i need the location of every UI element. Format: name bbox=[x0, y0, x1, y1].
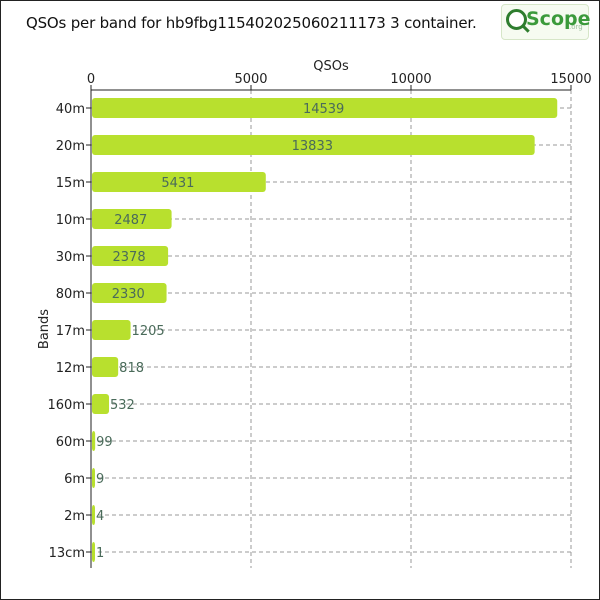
y-tick-label: 15m bbox=[56, 176, 85, 191]
bar bbox=[92, 135, 535, 155]
bar-value-label: 2487 bbox=[114, 213, 147, 228]
y-tick-label: 160m bbox=[48, 398, 85, 413]
x-tick-label: 10000 bbox=[390, 72, 431, 87]
bar bbox=[92, 431, 96, 451]
qscope-logo: Scope .org bbox=[501, 4, 591, 40]
bar bbox=[92, 505, 95, 525]
x-tick-label: 0 bbox=[87, 72, 95, 87]
logo-tld: .org bbox=[569, 23, 583, 31]
y-tick-label: 10m bbox=[56, 213, 85, 228]
bar bbox=[92, 172, 266, 192]
y-tick-label: 2m bbox=[64, 509, 85, 524]
y-tick-label: 60m bbox=[56, 435, 85, 450]
y-tick-label: 13cm bbox=[49, 546, 85, 561]
bar-value-label: 13833 bbox=[292, 139, 333, 154]
y-axis-label: Bands bbox=[37, 309, 52, 349]
y-tick-label: 6m bbox=[64, 472, 85, 487]
bar-value-label: 4 bbox=[96, 509, 104, 524]
chart-title: QSOs per band for hb9fbg1154020250602111… bbox=[26, 14, 477, 32]
bar-value-label: 2378 bbox=[113, 250, 146, 265]
bar-value-label: 2330 bbox=[112, 287, 145, 302]
bar bbox=[92, 98, 558, 118]
bar bbox=[92, 246, 169, 266]
y-tick-label: 12m bbox=[56, 361, 85, 376]
bar-value-label: 1205 bbox=[132, 324, 165, 339]
bar-value-label: 1 bbox=[96, 546, 104, 561]
bar-value-label: 5431 bbox=[161, 176, 194, 191]
bar bbox=[92, 542, 95, 562]
y-tick-label: 20m bbox=[56, 139, 85, 154]
bar bbox=[92, 394, 110, 414]
x-tick-label: 5000 bbox=[234, 72, 267, 87]
bar bbox=[92, 320, 131, 340]
x-axis-label: QSOs bbox=[313, 59, 349, 74]
x-tick-label: 15000 bbox=[550, 72, 591, 87]
bar-value-label: 99 bbox=[96, 435, 113, 450]
bar bbox=[92, 468, 95, 488]
axes: 0 5000 10000 1500040m20m15m10m30m80m17m12m1… bbox=[48, 72, 592, 568]
y-tick-label: 30m bbox=[56, 250, 85, 265]
y-tick-label: 40m bbox=[56, 102, 85, 117]
y-tick-label: 17m bbox=[56, 324, 85, 339]
bar bbox=[92, 209, 172, 229]
y-tick-label: 80m bbox=[56, 287, 85, 302]
bar-value-label: 532 bbox=[110, 398, 135, 413]
bar bbox=[92, 357, 119, 377]
bar-value-label: 14539 bbox=[303, 102, 344, 117]
bar bbox=[92, 283, 167, 303]
bar-value-label: 818 bbox=[119, 361, 144, 376]
logo-text: Scope bbox=[526, 8, 591, 30]
bars: 1453913833543124872378233012058185329994… bbox=[92, 98, 558, 562]
bar-value-label: 9 bbox=[96, 472, 104, 487]
